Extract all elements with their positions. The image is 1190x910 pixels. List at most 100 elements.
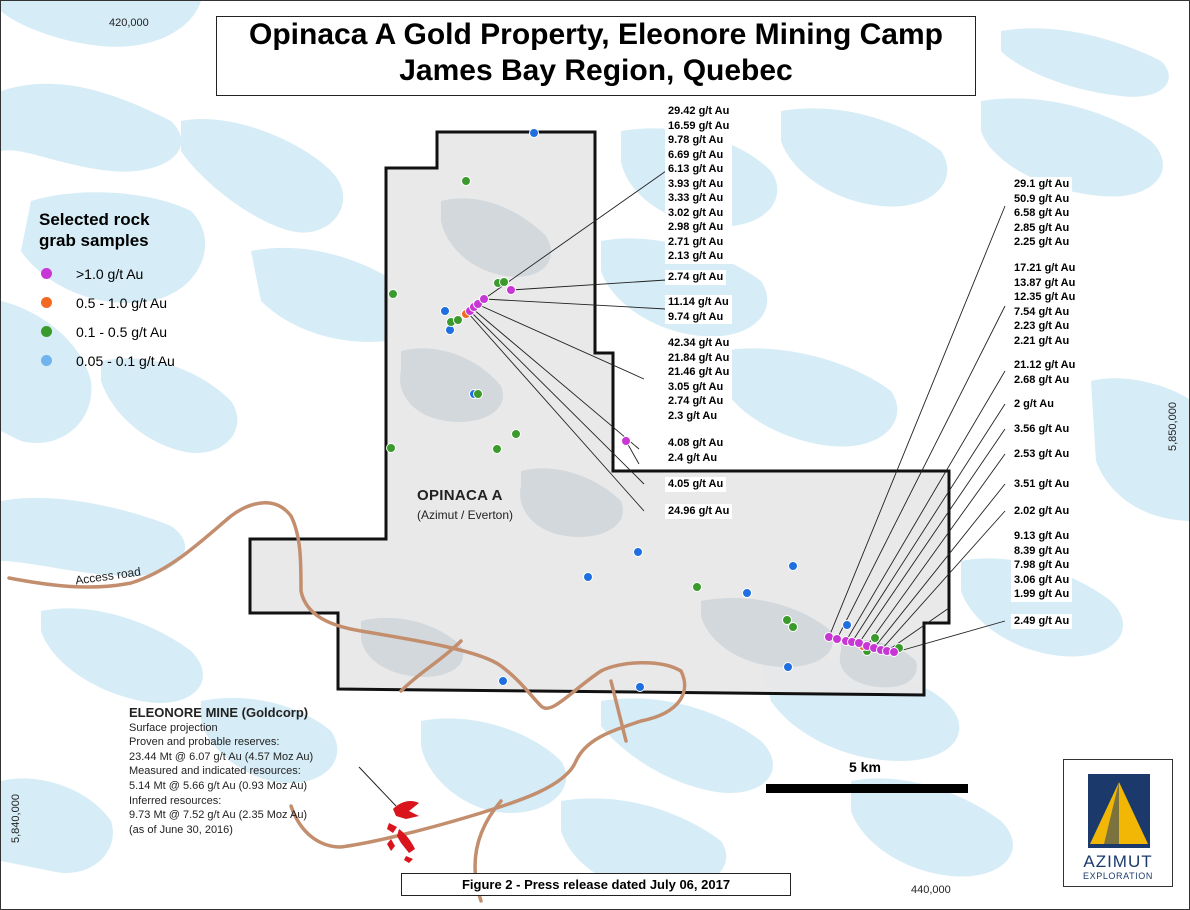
assay-value: 2.21 g/t Au [1014, 334, 1070, 347]
assay-label-group: 42.34 g/t Au 21.84 g/t Au 21.46 g/t Au 3… [665, 336, 733, 423]
assay-value: 6.13 g/t Au [668, 163, 724, 175]
assay-value: 9.74 g/t Au [668, 310, 724, 323]
assay-value: 1.99 g/t Au [1014, 588, 1070, 600]
mine-line: 5.14 Mt @ 5.66 g/t Au (0.93 Moz Au) [129, 779, 308, 792]
scale-label: 5 km [849, 759, 881, 775]
orange-dot-icon [41, 297, 52, 308]
legend-label: 0.05 - 0.1 g/t Au [76, 352, 175, 369]
assay-value: 3.93 g/t Au [668, 177, 724, 190]
assay-label-group: 4.05 g/t Au [665, 477, 727, 492]
azimut-triangle-icon [1088, 774, 1150, 848]
scale-bar [766, 784, 968, 793]
assay-label-group: 21.12 g/t Au 2.68 g/t Au [1011, 358, 1079, 387]
assay-label-group: 9.13 g/t Au 8.39 g/t Au 7.98 g/t Au 3.06… [1011, 529, 1073, 602]
assay-label-group: 24.96 g/t Au [665, 504, 733, 519]
assay-label-group: 2.53 g/t Au [1011, 447, 1073, 462]
assay-value: 3.05 g/t Au [668, 380, 724, 393]
mine-line: Surface projection [129, 721, 218, 734]
mine-title: ELEONORE MINE (Goldcorp) [129, 705, 309, 720]
map-title-line1: Opinaca A Gold Property, Eleonore Mining… [249, 18, 943, 51]
assay-label-group: 3.51 g/t Au [1011, 477, 1073, 492]
assay-value: 3.51 g/t Au [1014, 478, 1070, 490]
assay-value: 4.08 g/t Au [668, 437, 724, 449]
assay-value: 2.02 g/t Au [1014, 505, 1070, 517]
map-title-box: Opinaca A Gold Property, Eleonore Mining… [216, 16, 976, 96]
assay-label-group: 29.1 g/t Au 50.9 g/t Au 6.58 g/t Au 2.85… [1011, 177, 1073, 250]
assay-label-group: 2.49 g/t Au [1011, 614, 1073, 629]
assay-value: 11.14 g/t Au [668, 296, 729, 308]
assay-value: 21.12 g/t Au [1014, 359, 1076, 371]
legend-label: 0.1 - 0.5 g/t Au [76, 323, 168, 340]
green-dot-icon [41, 326, 52, 337]
assay-value: 2.98 g/t Au [668, 221, 724, 233]
assay-label-group: 2.74 g/t Au [665, 270, 727, 285]
property-name: OPINACA A [417, 487, 503, 504]
assay-value: 29.42 g/t Au [668, 105, 730, 117]
assay-value: 2.49 g/t Au [1014, 615, 1070, 627]
assay-value: 8.39 g/t Au [1014, 544, 1070, 557]
assay-value: 9.13 g/t Au [1014, 530, 1070, 542]
figure-caption: Figure 2 - Press release dated July 06, … [401, 873, 791, 896]
assay-value: 2.74 g/t Au [668, 271, 724, 283]
assay-value: 3.06 g/t Au [1014, 573, 1070, 586]
leader-lines-west [468, 170, 667, 512]
assay-label-group: 2.02 g/t Au [1011, 504, 1073, 519]
blue-dot-icon [41, 355, 52, 366]
assay-value: 17.21 g/t Au [1014, 262, 1076, 274]
assay-value: 50.9 g/t Au [1014, 192, 1070, 205]
logo-text-sub: EXPLORATION [1083, 871, 1153, 881]
assay-value: 2.23 g/t Au [1014, 320, 1070, 332]
assay-value: 21.46 g/t Au [668, 366, 730, 378]
assay-value: 2.3 g/t Au [668, 409, 718, 422]
mine-line: Measured and indicated resources: [129, 765, 301, 778]
mine-leader-line [358, 766, 397, 807]
assay-value: 29.1 g/t Au [1014, 178, 1070, 190]
legend-label: 0.5 - 1.0 g/t Au [76, 294, 168, 311]
assay-value: 2.4 g/t Au [668, 451, 718, 464]
legend-title-line2: grab samples [39, 231, 149, 250]
assay-value: 7.54 g/t Au [1014, 305, 1070, 318]
assay-value: 2.53 g/t Au [1014, 448, 1070, 460]
logo-text-main: AZIMUT [1083, 852, 1153, 871]
assay-value: 21.84 g/t Au [668, 351, 730, 364]
assay-value: 6.69 g/t Au [668, 148, 724, 161]
assay-label-group: 2 g/t Au [1011, 397, 1057, 412]
assay-value: 6.58 g/t Au [1014, 207, 1070, 219]
legend-item: 0.05 - 0.1 g/t Au [21, 346, 221, 375]
leader-lines-east [828, 205, 1006, 653]
mine-info: ELEONORE MINE (Goldcorp) Surface project… [129, 705, 314, 837]
legend: Selected rock grab samples >1.0 g/t Au 0… [21, 209, 221, 375]
map-title-line2: James Bay Region, Quebec [399, 54, 793, 87]
assay-value: 2.74 g/t Au [668, 395, 724, 407]
property-owners: (Azimut / Everton) [417, 508, 514, 522]
mine-line: Proven and probable reserves: [129, 736, 280, 749]
assay-label-group: 4.08 g/t Au 2.4 g/t Au [665, 436, 727, 465]
assay-value: 2 g/t Au [1014, 398, 1054, 410]
mine-line: 23.44 Mt @ 6.07 g/t Au (4.57 Moz Au) [129, 750, 314, 763]
assay-label-group: 11.14 g/t Au 9.74 g/t Au [665, 295, 732, 324]
sample-points [386, 128, 904, 692]
assay-value: 7.98 g/t Au [1014, 559, 1070, 571]
mine-line: Inferred resources: [129, 794, 222, 807]
property-boundary [248, 130, 951, 697]
mine-line: 9.73 Mt @ 7.52 g/t Au (2.35 Moz Au) [129, 809, 308, 822]
legend-item: >1.0 g/t Au [21, 259, 221, 288]
legend-item: 0.5 - 1.0 g/t Au [21, 288, 221, 317]
northing-right-label: 5,850,000 [1167, 402, 1179, 451]
assay-value: 24.96 g/t Au [668, 505, 730, 517]
legend-item: 0.1 - 0.5 g/t Au [21, 317, 221, 346]
assay-value: 3.33 g/t Au [668, 192, 724, 204]
assay-value: 16.59 g/t Au [668, 119, 730, 132]
northing-left-label: 5,840,000 [10, 794, 22, 843]
mine-projection [387, 801, 419, 863]
assay-value: 12.35 g/t Au [1014, 291, 1076, 303]
assay-label-group: 3.56 g/t Au [1011, 422, 1073, 437]
assay-value: 2.71 g/t Au [668, 235, 724, 248]
assay-value: 3.02 g/t Au [668, 206, 724, 219]
purple-dot-icon [41, 268, 52, 279]
easting-bottom-label: 440,000 [911, 884, 951, 896]
assay-value: 2.68 g/t Au [1014, 373, 1070, 386]
assay-value: 2.13 g/t Au [668, 250, 724, 262]
